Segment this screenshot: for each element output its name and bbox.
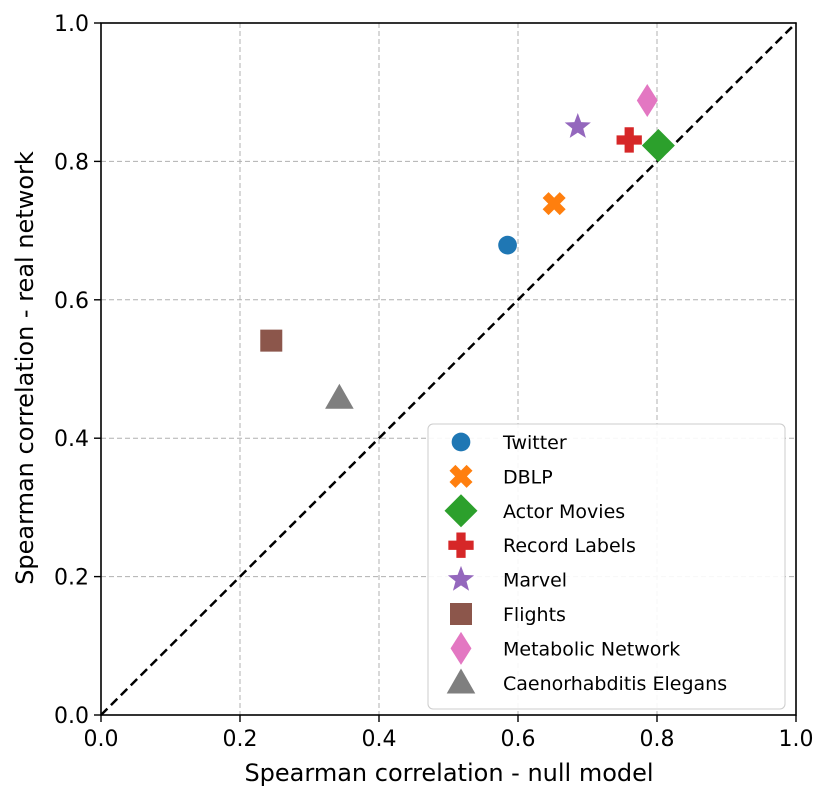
y-tick-label: 0.2 [54, 566, 89, 591]
point-dblp [542, 192, 566, 216]
point-flights [260, 329, 283, 352]
legend-label-marvel: Marvel [503, 570, 567, 592]
legend-marker-dblp [449, 464, 473, 488]
legend-label-actor-movies: Actor Movies [503, 501, 625, 523]
legend-label-caenorhabditis-elegans: Caenorhabditis Elegans [503, 673, 727, 695]
legend-marker-marvel [447, 565, 475, 591]
legend-label-twitter: Twitter [502, 432, 567, 454]
x-tick-label: 1.0 [779, 727, 814, 752]
y-tick-label: 1.0 [54, 12, 89, 37]
y-axis-label: Spearman correlation - real network [11, 151, 39, 585]
x-tick-label: 0.8 [640, 727, 675, 752]
legend-label-metabolic-network: Metabolic Network [503, 638, 680, 660]
legend: Twitter DBLP Actor Movies Record Labels Marv… [427, 423, 786, 710]
legend-marker-actor-movies [444, 494, 478, 528]
x-tick-label: 0.0 [84, 727, 119, 752]
legend-marker-flights [450, 603, 472, 625]
legend-marker-twitter [451, 432, 471, 452]
legend-marker-record-labels [448, 532, 474, 558]
point-record-labels [616, 127, 642, 153]
x-tick-label: 0.4 [362, 727, 397, 752]
legend-marker-caenorhabditis-elegans [446, 668, 476, 694]
legend-label-dblp: DBLP [503, 466, 553, 488]
legend-label-record-labels: Record Labels [503, 535, 636, 557]
point-actor-movies [641, 128, 675, 162]
x-axis-label: Spearman correlation - null model [244, 759, 653, 787]
point-marvel [564, 113, 591, 138]
x-tick-label: 0.2 [223, 727, 258, 752]
point-metabolic-network [636, 84, 658, 118]
legend-label-flights: Flights [503, 604, 566, 626]
y-tick-label: 0.0 [54, 704, 89, 729]
point-twitter [498, 235, 517, 255]
legend-box [427, 423, 786, 710]
axis-ticks: 0.0 0.2 0.4 0.6 0.8 1.0 0.0 0.2 0.4 0.6 0.8 1.0 [54, 12, 814, 752]
data-points [260, 84, 675, 409]
identity-reference-line [100, 22, 797, 716]
y-tick-label: 0.6 [54, 289, 89, 314]
y-tick-label: 0.4 [54, 427, 89, 452]
point-caenorhabditis-elegans [325, 383, 354, 409]
y-tick-label: 0.8 [54, 150, 89, 175]
plot-frame [100, 22, 797, 716]
x-tick-label: 0.6 [501, 727, 536, 752]
legend-marker-metabolic-network [450, 631, 472, 665]
